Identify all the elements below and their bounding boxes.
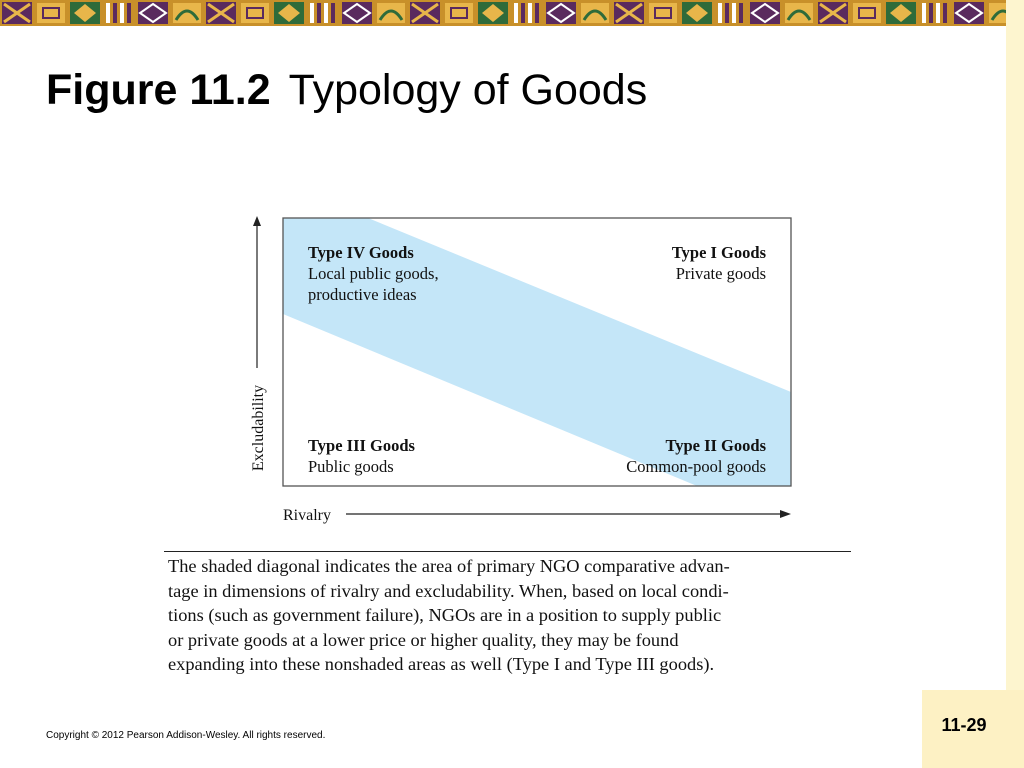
banner-diamond — [890, 4, 912, 22]
banner-tile — [173, 3, 201, 23]
banner-diamond — [954, 2, 984, 24]
banner-stripe — [535, 3, 539, 23]
quadrant-type-iii-title: Type III Goods — [308, 436, 415, 455]
banner-tile — [750, 2, 780, 24]
banner-stripe — [331, 3, 335, 23]
title-text: Typology of Goods — [288, 66, 648, 114]
banner-diamond — [278, 4, 300, 22]
banner-stripe — [725, 3, 729, 23]
banner-stripe — [324, 3, 328, 23]
banner-arc — [174, 9, 200, 21]
banner-tile — [581, 3, 609, 23]
page-number: 11-29 — [941, 715, 987, 735]
banner-cross — [819, 2, 847, 24]
quadrant-type-ii: Type II Goods Common-pool goods — [560, 435, 766, 477]
banner-tile — [138, 2, 168, 24]
quadrant-box — [282, 217, 792, 487]
caption-divider — [164, 551, 851, 552]
quadrant-type-ii-title: Type II Goods — [665, 436, 766, 455]
caption-line: tions (such as government failure), NGOs… — [168, 605, 722, 625]
quadrant-type-iv-title: Type IV Goods — [308, 243, 414, 262]
slide-title: Figure 11.2 Typology of Goods — [46, 66, 647, 115]
banner-arc — [786, 9, 812, 21]
caption-line: tage in dimensions of rivalry and exclud… — [168, 580, 729, 601]
banner-stripe — [922, 3, 926, 23]
banner-diamond — [546, 2, 576, 24]
x-axis-arrowhead — [780, 510, 791, 518]
banner-square — [450, 7, 468, 19]
x-axis-label: Rivalry — [283, 507, 331, 524]
quadrant-type-iv: Type IV Goods Local public goods, produc… — [308, 242, 439, 305]
title-figure-number: Figure 11.2 — [46, 66, 271, 114]
banner-stripe — [528, 3, 532, 23]
quadrant-type-i-line1: Private goods — [675, 264, 766, 283]
banner-cross — [3, 2, 31, 24]
banner-cross — [207, 2, 235, 24]
banner-arc — [990, 9, 1006, 21]
banner-tile — [37, 3, 65, 23]
banner-stripe — [732, 3, 736, 23]
banner-diamond — [74, 4, 96, 22]
banner-stripe — [521, 3, 525, 23]
banner-square — [42, 7, 60, 19]
y-axis-arrowhead — [253, 216, 261, 226]
banner-stripe — [317, 3, 321, 23]
banner-stripe — [310, 3, 314, 23]
banner-stripe — [936, 3, 940, 23]
banner-stripe — [739, 3, 743, 23]
banner-tile — [853, 3, 881, 23]
quadrant-type-i: Type I Goods Private goods — [560, 242, 766, 284]
caption-line: expanding into these nonshaded areas as … — [168, 654, 715, 674]
banner-tile — [241, 3, 269, 23]
quadrant-type-ii-line1: Common-pool goods — [626, 457, 766, 476]
page-number-box: 11-29 — [922, 690, 1024, 768]
banner-stripe — [514, 3, 518, 23]
banner-tile — [546, 2, 576, 24]
banner-square — [246, 7, 264, 19]
banner-cross — [411, 2, 439, 24]
banner-stripe — [718, 3, 722, 23]
typology-diagram: Excludability Rivalry — [250, 216, 792, 524]
banner-cross — [615, 2, 643, 24]
banner-diamond — [686, 4, 708, 22]
copyright-notice: Copyright © 2012 Pearson Addison-Wesley.… — [46, 730, 326, 741]
banner-diamond — [750, 2, 780, 24]
banner-square — [654, 7, 672, 19]
banner-tile — [649, 3, 677, 23]
banner-diamond — [342, 2, 372, 24]
banner-diamond — [482, 4, 504, 22]
banner-tile — [342, 2, 372, 24]
banner-stripe — [929, 3, 933, 23]
quadrant-type-iv-line1: Local public goods, — [308, 264, 439, 283]
quadrant-type-iv-line2: productive ideas — [308, 285, 417, 304]
quadrant-type-i-title: Type I Goods — [671, 243, 766, 262]
decorative-banner — [0, 0, 1006, 26]
caption-line: or private goods at a lower price or hig… — [168, 629, 679, 650]
banner-square — [858, 7, 876, 19]
banner-stripe — [127, 3, 131, 23]
banner-tile — [954, 2, 984, 24]
caption-line: The shaded diagonal indicates the area o… — [168, 556, 730, 576]
banner-stripe — [106, 3, 110, 23]
banner-stripe — [943, 3, 947, 23]
banner-arc — [582, 9, 608, 21]
banner-tile — [445, 3, 473, 23]
banner-tile — [377, 3, 405, 23]
banner-tile — [785, 3, 813, 23]
quadrant-type-iii-line1: Public goods — [308, 457, 394, 476]
banner-diamond — [138, 2, 168, 24]
banner-stripe — [120, 3, 124, 23]
banner-arc — [378, 9, 404, 21]
banner-stripe — [113, 3, 117, 23]
right-sidebar-strip — [1006, 0, 1024, 768]
figure-caption: The shaded diagonal indicates the area o… — [168, 554, 858, 677]
y-axis-label: Excludability — [250, 385, 267, 471]
quadrant-type-iii: Type III Goods Public goods — [308, 435, 415, 477]
shaded-diagonal-band — [283, 218, 791, 486]
